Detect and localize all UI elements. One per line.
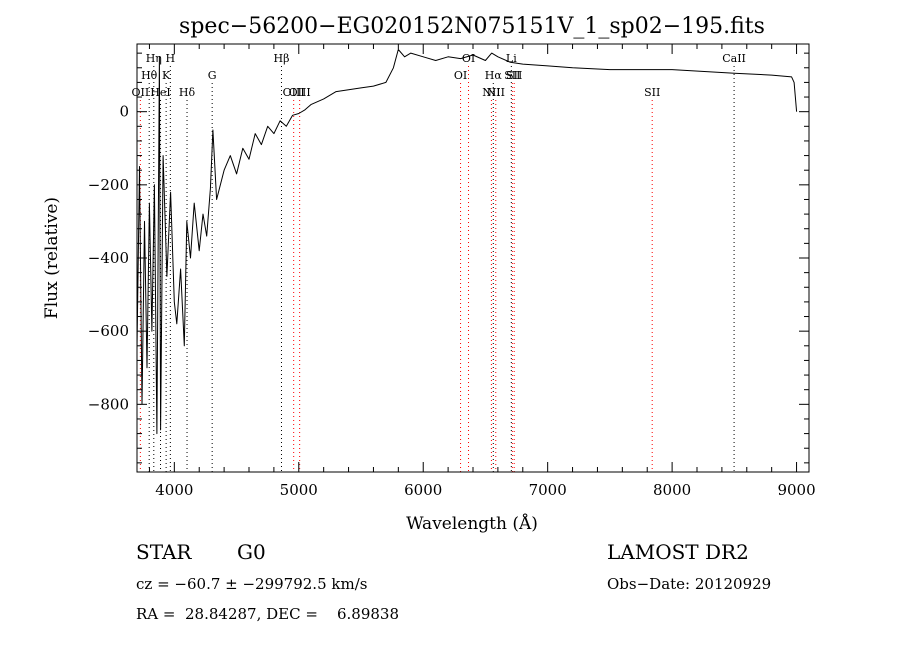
line-marker-label: Hθ <box>141 69 158 82</box>
x-axis: 4000 5000 6000 7000 8000 9000 <box>148 44 816 499</box>
line-marker-label: Hβ <box>274 52 290 65</box>
obs-date: Obs−Date: 20120929 <box>607 575 772 593</box>
line-marker-label: OII <box>132 86 150 99</box>
line-marker-label: K <box>162 69 171 82</box>
x-tick-label: 7000 <box>529 481 567 499</box>
x-tick-label: 9000 <box>777 481 815 499</box>
y-tick-label: −200 <box>88 176 129 194</box>
y-tick-label: −600 <box>88 322 129 340</box>
line-marker-label: Hη <box>146 52 162 65</box>
line-marker-label: G <box>208 69 217 82</box>
x-tick-label: 6000 <box>404 481 442 499</box>
line-marker-label: H <box>166 52 176 65</box>
y-tick-label: −400 <box>88 249 129 267</box>
plot-frame <box>136 43 810 473</box>
line-marker-label: OI <box>454 69 467 82</box>
line-marker-label: NII <box>482 86 500 99</box>
line-marker-label: SII <box>506 69 522 82</box>
line-marker-label: CaII <box>722 52 746 65</box>
line-marker-label: Hα <box>485 69 503 82</box>
line-marker-label: OIII <box>283 86 305 99</box>
x-tick-label: 8000 <box>653 481 691 499</box>
x-axis-label: Wavelength (Å) <box>406 513 538 534</box>
line-marker-label: SII <box>504 69 520 82</box>
line-marker-label: SII <box>644 86 660 99</box>
spectrum-series <box>136 49 798 435</box>
ra-dec-line: RA = 28.84287, DEC = 6.89838 <box>136 605 399 623</box>
x-tick-label: 5000 <box>280 481 318 499</box>
line-marker-label: Hδ <box>179 86 196 99</box>
line-marker-label: HeI <box>150 86 170 99</box>
x-tick-label: 4000 <box>155 481 193 499</box>
line-marker-label: OIII <box>289 86 311 99</box>
y-tick-label: 0 <box>119 103 129 121</box>
object-subclass: G0 <box>237 540 266 564</box>
spectrum-line <box>136 49 798 435</box>
y-axis: −800 −600 −400 −200 0 <box>88 52 809 464</box>
line-marker-label: OI <box>462 52 475 65</box>
redshift-line: cz = −60.7 ± −299792.5 km/s <box>136 575 368 593</box>
y-tick-label: −800 <box>88 395 129 413</box>
line-marker-label: Li <box>506 52 517 65</box>
line-marker-label: NII <box>487 86 505 99</box>
y-axis-label: Flux (relative) <box>42 197 62 319</box>
survey-name: LAMOST DR2 <box>607 540 749 564</box>
chart-title: spec−56200−EG020152N075151V_1_sp02−195.f… <box>179 14 765 39</box>
object-class: STAR <box>136 540 192 564</box>
